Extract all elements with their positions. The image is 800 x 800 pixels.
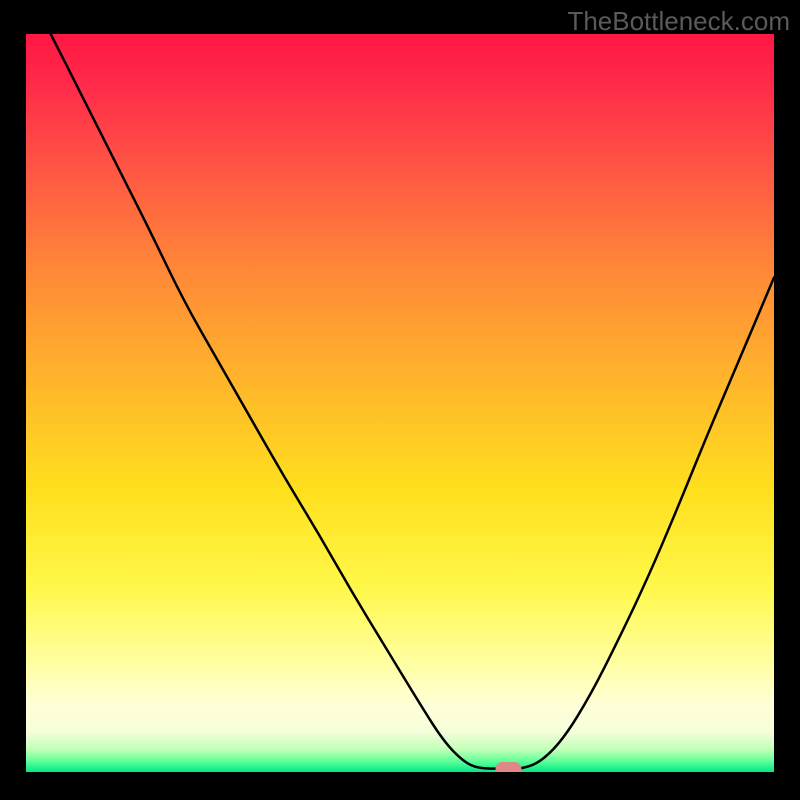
bottleneck-curve bbox=[26, 34, 774, 772]
optimal-point-marker bbox=[495, 762, 521, 772]
chart-container: TheBottleneck.com bbox=[0, 0, 800, 800]
watermark-text: TheBottleneck.com bbox=[567, 6, 790, 37]
plot-area bbox=[26, 34, 774, 772]
